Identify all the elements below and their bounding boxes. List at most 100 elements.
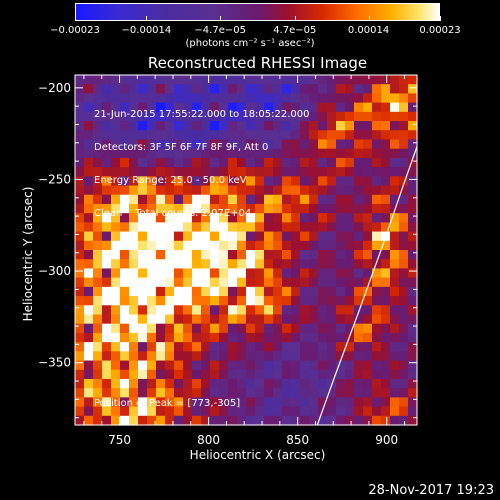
heatmap-cell <box>111 360 121 371</box>
heatmap-cell <box>228 397 238 408</box>
heatmap-cell <box>156 296 166 306</box>
heatmap-cell <box>165 286 175 297</box>
heatmap-cell <box>75 250 85 260</box>
heatmap-cell <box>75 369 85 380</box>
heatmap-cell <box>264 240 274 251</box>
heatmap-cell <box>327 130 337 141</box>
heatmap-cell <box>111 185 121 196</box>
heatmap-cell <box>183 176 193 187</box>
heatmap-cell <box>381 148 391 159</box>
heatmap-cell <box>318 406 328 417</box>
heatmap-cell <box>84 388 94 398</box>
heatmap-cell <box>390 250 400 260</box>
heatmap-cell <box>309 388 319 398</box>
heatmap-cell <box>120 388 130 398</box>
heatmap-cell <box>147 240 157 251</box>
heatmap-cell <box>300 75 310 85</box>
heatmap-cell <box>93 397 103 408</box>
heatmap-cell <box>264 102 274 113</box>
heatmap-cell <box>147 139 157 150</box>
heatmap-cell <box>246 148 256 159</box>
heatmap-cell <box>246 378 256 389</box>
heatmap-cell <box>138 111 148 122</box>
heatmap-cell <box>201 268 211 279</box>
heatmap-cell <box>255 397 265 408</box>
heatmap-cell <box>183 351 193 362</box>
heatmap-cell <box>174 296 184 306</box>
heatmap-cell <box>327 397 337 408</box>
heatmap-cell <box>120 323 130 334</box>
heatmap-cell <box>309 213 319 223</box>
heatmap-cell <box>102 222 112 233</box>
heatmap-cell <box>102 84 112 95</box>
heatmap-cell <box>93 213 103 223</box>
heatmap-cell <box>264 213 274 223</box>
heatmap-cell <box>390 397 400 408</box>
heatmap-cell <box>93 351 103 362</box>
heatmap-cell <box>75 351 85 362</box>
heatmap-cell <box>408 203 418 214</box>
heatmap-cell <box>309 157 319 168</box>
heatmap-cell <box>309 139 319 150</box>
heatmap-cell <box>237 102 247 113</box>
heatmap-cell <box>282 314 292 325</box>
heatmap-cell <box>102 130 112 141</box>
heatmap-cell <box>273 397 283 408</box>
heatmap-cell <box>399 388 409 398</box>
heatmap-cell <box>354 240 364 251</box>
heatmap-cell <box>165 231 175 242</box>
heatmap-cell <box>282 268 292 279</box>
heatmap-cell <box>219 231 229 242</box>
heatmap-cell <box>372 213 382 223</box>
heatmap-cell <box>147 185 157 196</box>
heatmap-cell <box>273 75 283 85</box>
heatmap-cell <box>390 240 400 251</box>
heatmap-cell <box>84 323 94 334</box>
heatmap-cell <box>336 314 346 325</box>
heatmap-cell <box>174 268 184 279</box>
heatmap-cell <box>246 213 256 223</box>
heatmap-cell <box>138 305 148 316</box>
heatmap-cell <box>273 360 283 371</box>
heatmap-cell <box>129 111 139 122</box>
heatmap-cell <box>210 213 220 223</box>
heatmap-cell <box>165 369 175 380</box>
heatmap-cell <box>345 259 355 270</box>
heatmap-cell <box>165 213 175 223</box>
heatmap-cell <box>111 167 121 177</box>
heatmap-cell <box>291 259 301 270</box>
heatmap-cell <box>309 406 319 417</box>
heatmap-cell <box>219 259 229 270</box>
heatmap-cell <box>354 259 364 270</box>
heatmap-cell <box>381 342 391 352</box>
heatmap-cell <box>174 176 184 187</box>
heatmap-cell <box>183 250 193 260</box>
heatmap-cell <box>309 93 319 104</box>
heatmap-cell <box>336 296 346 306</box>
heatmap-cell <box>210 240 220 251</box>
heatmap-cell <box>363 323 373 334</box>
heatmap-cell <box>156 351 166 362</box>
heatmap-cell <box>192 378 202 389</box>
heatmap-cell <box>174 305 184 316</box>
heatmap-cell <box>246 130 256 141</box>
heatmap-cell <box>363 176 373 187</box>
heatmap-cell <box>84 259 94 270</box>
heatmap-cell <box>111 277 121 288</box>
heatmap-cell <box>309 222 319 233</box>
heatmap-cell <box>201 102 211 113</box>
heatmap-cell <box>192 139 202 150</box>
heatmap-cell <box>408 250 418 260</box>
heatmap-cell <box>84 397 94 408</box>
heatmap-cell <box>264 185 274 196</box>
heatmap-cell <box>120 167 130 177</box>
heatmap-cell <box>111 240 121 251</box>
heatmap-cell <box>84 268 94 279</box>
heatmap-cell <box>273 406 283 417</box>
heatmap-cell <box>345 157 355 168</box>
heatmap-cell <box>219 314 229 325</box>
colorbar <box>75 3 440 21</box>
heatmap-cell <box>192 84 202 95</box>
heatmap-cell <box>363 332 373 343</box>
heatmap-cell <box>228 286 238 297</box>
